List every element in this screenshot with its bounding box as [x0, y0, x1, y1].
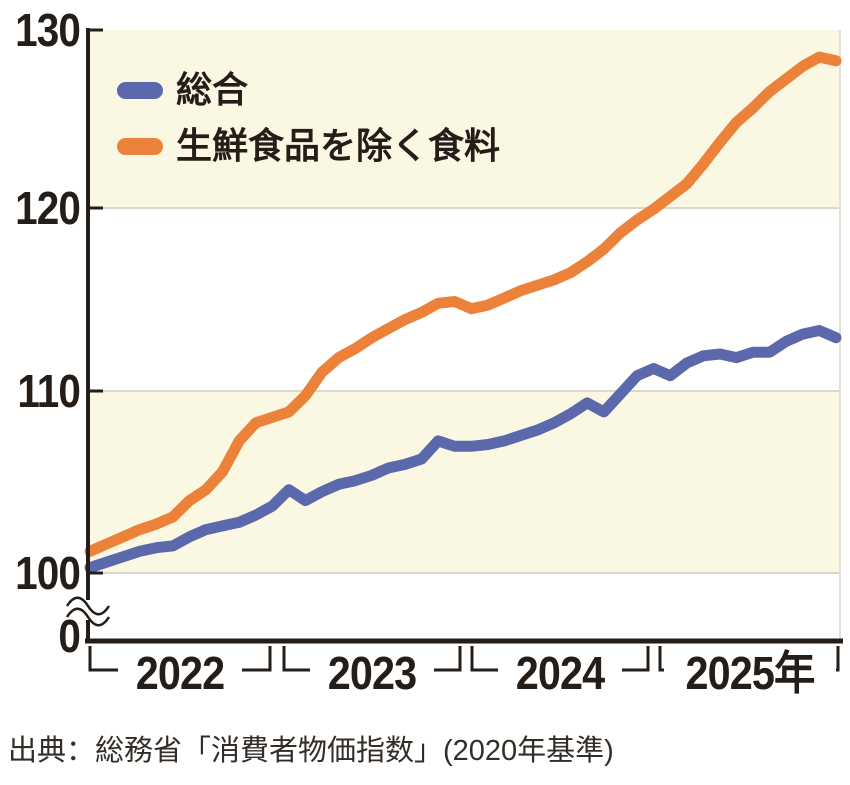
band-120-130	[88, 30, 840, 208]
y-tick-label-0: 0	[58, 610, 81, 662]
y-tick-label-110: 110	[17, 365, 81, 417]
x-year-label-2022: 2022	[135, 647, 225, 699]
x-year-label-2023: 2023	[327, 647, 417, 699]
band-100-110	[88, 391, 840, 573]
y-tick-label-130: 130	[15, 4, 81, 56]
x-year-label-2024: 2024	[515, 647, 605, 699]
y-tick-label-120: 120	[15, 182, 81, 234]
axis-break-wave-bottom	[65, 607, 111, 627]
legend-label-food-ex-fresh: 生鮮食品を除く食料	[176, 125, 501, 166]
year-bracket-2025	[658, 646, 840, 672]
source-note: 出典：総務省「消費者物価指数」(2020年基準)	[8, 735, 614, 767]
series-line-food-ex-fresh	[84, 51, 842, 557]
year-bracket-2024	[470, 646, 650, 672]
legend-swatch-food-ex-fresh	[117, 138, 163, 155]
x-year-label-2025: 2025年	[685, 647, 815, 699]
year-bracket-2022	[88, 646, 272, 672]
y-tick-label-100: 100	[15, 547, 81, 599]
legend-swatch-sogo	[117, 82, 163, 99]
axis-break-wave-top	[65, 596, 111, 616]
year-bracket-2023	[282, 646, 462, 672]
legend-label-sogo: 総合	[176, 69, 249, 110]
series-line-sogo	[84, 325, 842, 574]
